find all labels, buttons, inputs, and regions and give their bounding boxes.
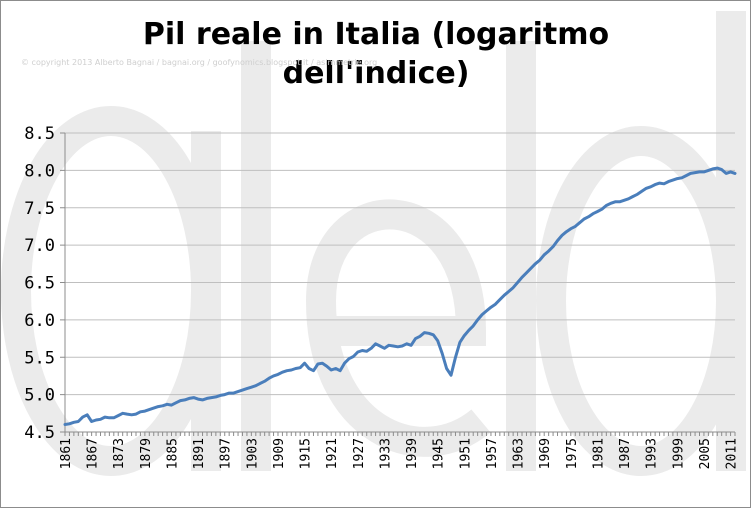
x-tick-label: 1999 (671, 438, 686, 469)
gridlines (65, 132, 735, 396)
chart-title: Pil reale in Italia (logaritmo dell'indi… (142, 17, 610, 91)
y-tick-label: 7.5 (24, 199, 55, 219)
x-tick-label: 1987 (618, 438, 633, 469)
series (63, 166, 737, 426)
x-tick-label: 2005 (698, 438, 713, 469)
x-tick-label: 1969 (538, 438, 553, 469)
x-tick-label: 1915 (299, 438, 314, 469)
x-tick-label: 1861 (59, 438, 74, 469)
x-tick-label: 1891 (192, 438, 207, 469)
axes (60, 132, 736, 436)
x-tick-label: 1981 (591, 438, 606, 469)
x-tick-label: 1975 (565, 438, 580, 469)
x-tick-label: 1879 (139, 438, 154, 469)
y-tick-label: 6.5 (24, 274, 55, 294)
x-tick-label: 1921 (325, 438, 340, 469)
copyright-note: © copyright 2013 Alberto Bagnai / bagnai… (21, 58, 378, 67)
y-tick-label: 7.0 (24, 236, 55, 256)
x-tick-label: 1909 (272, 438, 287, 469)
y-tick-label: 8.0 (24, 161, 55, 181)
y-tick-labels: 4.5 5.0 5.5 6.0 6.5 7.0 7.5 8.0 8.5 (24, 124, 55, 443)
x-tick-label: 1945 (432, 438, 447, 469)
series-line (63, 166, 737, 426)
x-tick-label: 1939 (405, 438, 420, 469)
x-tick-label: 1873 (112, 438, 127, 469)
y-tick-label: 5.5 (24, 348, 55, 368)
x-tick-labels: 1861 1867 1873 1879 1885 1891 1897 1903 1909 1915… (59, 438, 740, 469)
x-tick-label: 1993 (645, 438, 660, 469)
x-tick-label: 1957 (485, 438, 500, 469)
y-tick-label: 4.5 (24, 423, 55, 443)
x-tick-label: 1927 (352, 438, 367, 469)
x-tick-label: 1903 (245, 438, 260, 469)
x-tick-label: 1867 (86, 438, 101, 469)
x-tick-label: 1963 (512, 438, 527, 469)
x-tick-label: 1885 (165, 438, 180, 469)
x-tick-label: 2011 (725, 438, 740, 469)
x-tick-label: 1897 (219, 438, 234, 469)
y-tick-label: 5.0 (24, 386, 55, 406)
x-tick-label: 1933 (378, 438, 393, 469)
x-tick-label: 1951 (458, 438, 473, 469)
y-tick-label: 6.0 (24, 311, 55, 331)
y-tick-label: 8.5 (24, 124, 55, 144)
